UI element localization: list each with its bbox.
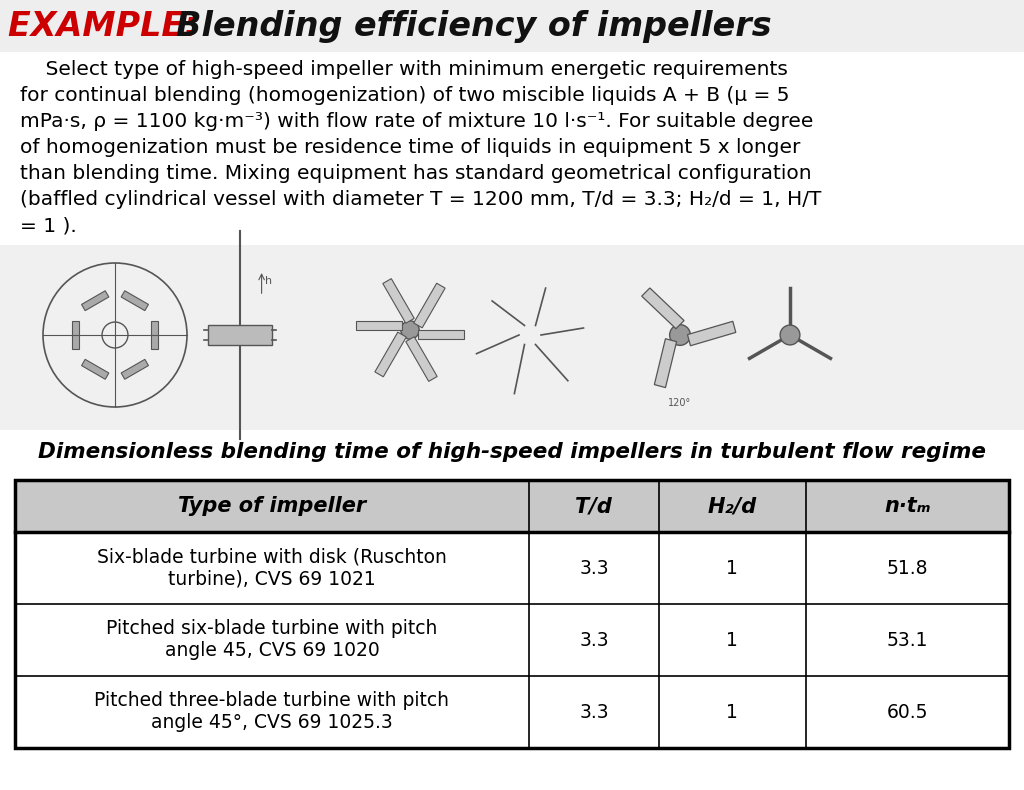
Bar	[0, 0, 1024, 52]
Text: 53.1: 53.1	[887, 630, 928, 649]
Text: h: h	[265, 276, 272, 285]
Polygon shape	[383, 279, 415, 323]
Text: Six-blade turbine with disk (Ruschton
turbine), CVS 69 1021: Six-blade turbine with disk (Ruschton tu…	[97, 547, 446, 589]
Text: Pitched three-blade turbine with pitch
angle 45°, CVS 69 1025.3: Pitched three-blade turbine with pitch a…	[94, 691, 450, 732]
Polygon shape	[418, 329, 464, 340]
Text: 1: 1	[726, 559, 738, 577]
Text: for continual blending (homogenization) of two miscible liquids A + B (μ = 5: for continual blending (homogenization) …	[20, 86, 790, 105]
Text: n·tₘ: n·tₘ	[884, 496, 931, 516]
Text: EXAMPLE:: EXAMPLE:	[8, 10, 221, 43]
Polygon shape	[82, 291, 109, 310]
Text: 60.5: 60.5	[887, 702, 928, 721]
Polygon shape	[642, 288, 684, 329]
Text: Blending efficiency of impellers: Blending efficiency of impellers	[176, 10, 772, 43]
Circle shape	[780, 325, 800, 345]
Polygon shape	[356, 321, 402, 330]
Bar	[15, 480, 1009, 748]
Text: 3.3: 3.3	[580, 702, 608, 721]
Text: 120°: 120°	[669, 398, 691, 408]
Polygon shape	[82, 359, 109, 379]
Polygon shape	[375, 332, 407, 377]
Polygon shape	[654, 339, 677, 388]
Polygon shape	[121, 359, 148, 379]
Text: Select type of high-speed impeller with minimum energetic requirements: Select type of high-speed impeller with …	[20, 60, 787, 79]
Text: than blending time. Mixing equipment has standard geometrical configuration: than blending time. Mixing equipment has…	[20, 164, 812, 183]
Polygon shape	[72, 322, 79, 348]
Text: 3.3: 3.3	[580, 559, 608, 577]
Bar	[208, 325, 272, 345]
Polygon shape	[687, 322, 736, 346]
Polygon shape	[151, 322, 158, 348]
Polygon shape	[406, 337, 437, 382]
Text: Type of impeller: Type of impeller	[178, 496, 366, 516]
Text: of homogenization must be residence time of liquids in equipment 5 x longer: of homogenization must be residence time…	[20, 138, 801, 157]
Text: Dimensionless blending time of high-speed impellers in turbulent flow regime: Dimensionless blending time of high-spee…	[38, 442, 986, 462]
Text: 1: 1	[726, 630, 738, 649]
Bar	[0, 245, 1024, 430]
Text: = 1 ).: = 1 ).	[20, 216, 77, 235]
Polygon shape	[414, 283, 445, 328]
Circle shape	[670, 325, 690, 345]
Text: mPa·s, ρ = 1100 kg·m⁻³) with flow rate of mixture 10 l·s⁻¹. For suitable degree: mPa·s, ρ = 1100 kg·m⁻³) with flow rate o…	[20, 112, 813, 131]
Text: 3.3: 3.3	[580, 630, 608, 649]
Bar	[15, 480, 1009, 532]
Text: Pitched six-blade turbine with pitch
angle 45, CVS 69 1020: Pitched six-blade turbine with pitch ang…	[106, 619, 437, 660]
Circle shape	[400, 321, 419, 339]
Text: T/d: T/d	[575, 496, 612, 516]
Text: (baffled cylindrical vessel with diameter T = 1200 mm, T/d = 3.3; H₂/d = 1, H/T: (baffled cylindrical vessel with diamete…	[20, 190, 821, 209]
Polygon shape	[121, 291, 148, 310]
Text: 51.8: 51.8	[887, 559, 928, 577]
Text: H₂/d: H₂/d	[708, 496, 757, 516]
Text: 1: 1	[726, 702, 738, 721]
